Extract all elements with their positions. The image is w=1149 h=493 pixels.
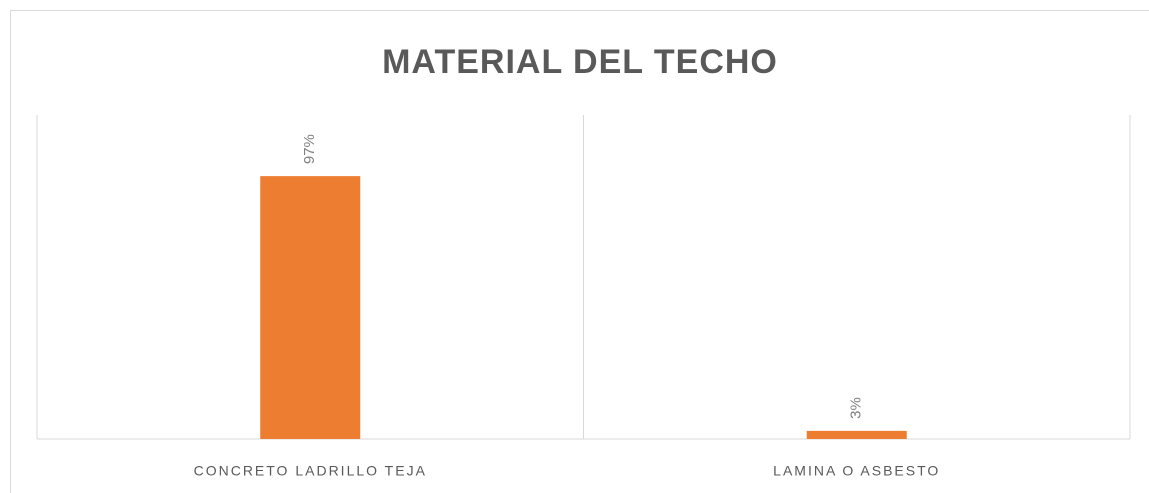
x-tick-label: LAMINA O ASBESTO	[773, 463, 940, 479]
x-tick-label: CONCRETO LADRILLO TEJA	[194, 463, 427, 479]
chart-title: MATERIAL DEL TECHO	[382, 43, 778, 81]
value-label: 97%	[301, 134, 318, 164]
chart-border	[10, 10, 1149, 493]
value-label: 3%	[848, 397, 865, 419]
bar	[260, 176, 361, 439]
bar	[806, 430, 907, 439]
